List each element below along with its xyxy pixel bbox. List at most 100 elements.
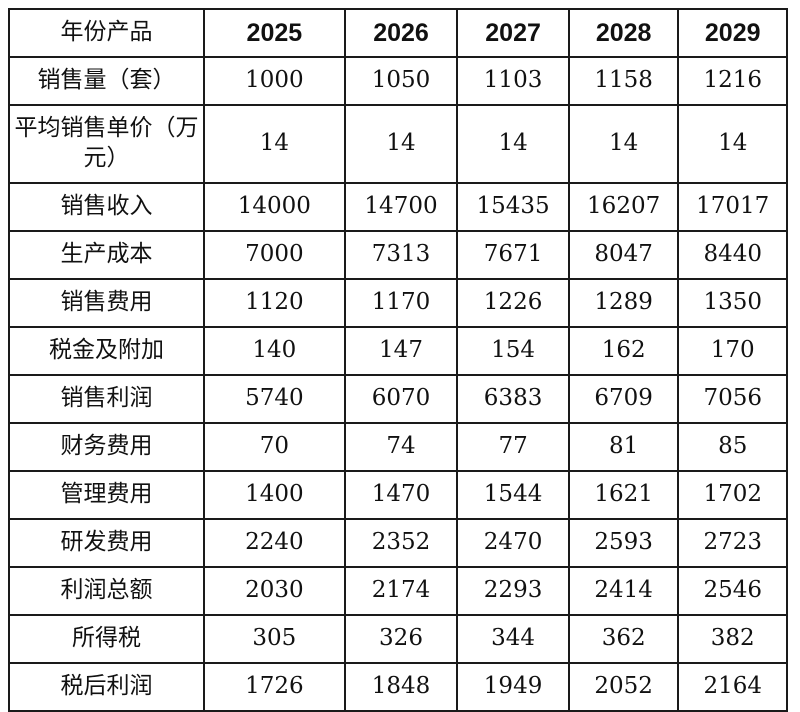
table-cell: 362: [567, 614, 680, 664]
table-cell: 382: [677, 614, 788, 664]
year-header: 2026: [343, 8, 459, 58]
table-cell: 1050: [343, 56, 459, 106]
table-cell: 1289: [567, 278, 680, 328]
table-cell: 16207: [567, 182, 680, 232]
table-cell: 85: [677, 422, 788, 472]
financial-forecast-table: 年份产品 2025 2026 2027 2028 2029 销售量（套） 100…: [8, 8, 788, 712]
table-cell: 305: [203, 614, 346, 664]
table-row: 销售费用 1120 1170 1226 1289 1350: [8, 278, 788, 328]
table-cell: 77: [456, 422, 570, 472]
table-cell: 2414: [567, 566, 680, 616]
table-cell: 8047: [567, 230, 680, 280]
table-cell: 1470: [343, 470, 459, 520]
row-label: 销售利润: [8, 374, 205, 424]
table-row: 所得税 305 326 344 362 382: [8, 614, 788, 664]
table-cell: 8440: [677, 230, 788, 280]
table-cell: 1848: [343, 662, 459, 712]
table-row: 利润总额 2030 2174 2293 2414 2546: [8, 566, 788, 616]
table-cell: 344: [456, 614, 570, 664]
table-cell: 1350: [677, 278, 788, 328]
table-cell: 1170: [343, 278, 459, 328]
table-cell: 1000: [203, 56, 346, 106]
table-cell: 7313: [343, 230, 459, 280]
table-cell: 1226: [456, 278, 570, 328]
row-label: 研发费用: [8, 518, 205, 568]
table-row: 研发费用 2240 2352 2470 2593 2723: [8, 518, 788, 568]
table-cell: 2546: [677, 566, 788, 616]
table-row: 销售利润 5740 6070 6383 6709 7056: [8, 374, 788, 424]
table-cell: 14: [343, 104, 459, 184]
row-label: 利润总额: [8, 566, 205, 616]
table-cell: 81: [567, 422, 680, 472]
table-cell: 14: [203, 104, 346, 184]
table-cell: 14: [567, 104, 680, 184]
table-cell: 326: [343, 614, 459, 664]
table-cell: 147: [343, 326, 459, 376]
table-cell: 1103: [456, 56, 570, 106]
table-cell: 2293: [456, 566, 570, 616]
table-cell: 1400: [203, 470, 346, 520]
table-row: 财务费用 70 74 77 81 85: [8, 422, 788, 472]
table-row: 销售收入 14000 14700 15435 16207 17017: [8, 182, 788, 232]
row-label: 生产成本: [8, 230, 205, 280]
table-cell: 1621: [567, 470, 680, 520]
row-label: 所得税: [8, 614, 205, 664]
table-cell: 2240: [203, 518, 346, 568]
row-label: 管理费用: [8, 470, 205, 520]
table-cell: 2164: [677, 662, 788, 712]
table-cell: 6070: [343, 374, 459, 424]
table-cell: 154: [456, 326, 570, 376]
table-cell: 1120: [203, 278, 346, 328]
table-cell: 1158: [567, 56, 680, 106]
table-cell: 14: [456, 104, 570, 184]
row-label: 税后利润: [8, 662, 205, 712]
year-header: 2025: [203, 8, 346, 58]
row-label: 财务费用: [8, 422, 205, 472]
table-cell: 14700: [343, 182, 459, 232]
year-header: 2028: [567, 8, 680, 58]
table-cell: 1949: [456, 662, 570, 712]
corner-header: 年份产品: [8, 8, 205, 58]
row-label: 销售量（套）: [8, 56, 205, 106]
table-cell: 2052: [567, 662, 680, 712]
financial-forecast-table-wrapper: 年份产品 2025 2026 2027 2028 2029 销售量（套） 100…: [8, 8, 788, 712]
table-cell: 7000: [203, 230, 346, 280]
row-label: 销售收入: [8, 182, 205, 232]
row-label: 销售费用: [8, 278, 205, 328]
year-header: 2029: [677, 8, 788, 58]
table-row: 生产成本 7000 7313 7671 8047 8440: [8, 230, 788, 280]
table-cell: 15435: [456, 182, 570, 232]
table-cell: 2723: [677, 518, 788, 568]
table-cell: 140: [203, 326, 346, 376]
row-label: 税金及附加: [8, 326, 205, 376]
year-header: 2027: [456, 8, 570, 58]
table-cell: 1726: [203, 662, 346, 712]
table-cell: 6383: [456, 374, 570, 424]
table-cell: 7056: [677, 374, 788, 424]
table-cell: 2470: [456, 518, 570, 568]
table-row: 管理费用 1400 1470 1544 1621 1702: [8, 470, 788, 520]
table-cell: 17017: [677, 182, 788, 232]
table-cell: 14: [677, 104, 788, 184]
table-row: 税金及附加 140 147 154 162 170: [8, 326, 788, 376]
row-label: 平均销售单价（万元）: [8, 104, 205, 184]
table-row: 销售量（套） 1000 1050 1103 1158 1216: [8, 56, 788, 106]
table-row: 税后利润 1726 1848 1949 2052 2164: [8, 662, 788, 712]
table-row: 平均销售单价（万元） 14 14 14 14 14: [8, 104, 788, 184]
table-cell: 6709: [567, 374, 680, 424]
table-cell: 1216: [677, 56, 788, 106]
table-cell: 7671: [456, 230, 570, 280]
table-cell: 1702: [677, 470, 788, 520]
table-cell: 14000: [203, 182, 346, 232]
table-cell: 2030: [203, 566, 346, 616]
table-cell: 1544: [456, 470, 570, 520]
table-cell: 2174: [343, 566, 459, 616]
table-cell: 70: [203, 422, 346, 472]
table-cell: 162: [567, 326, 680, 376]
table-cell: 74: [343, 422, 459, 472]
table-cell: 5740: [203, 374, 346, 424]
header-row: 年份产品 2025 2026 2027 2028 2029: [8, 8, 788, 58]
table-cell: 2593: [567, 518, 680, 568]
table-cell: 2352: [343, 518, 459, 568]
table-cell: 170: [677, 326, 788, 376]
